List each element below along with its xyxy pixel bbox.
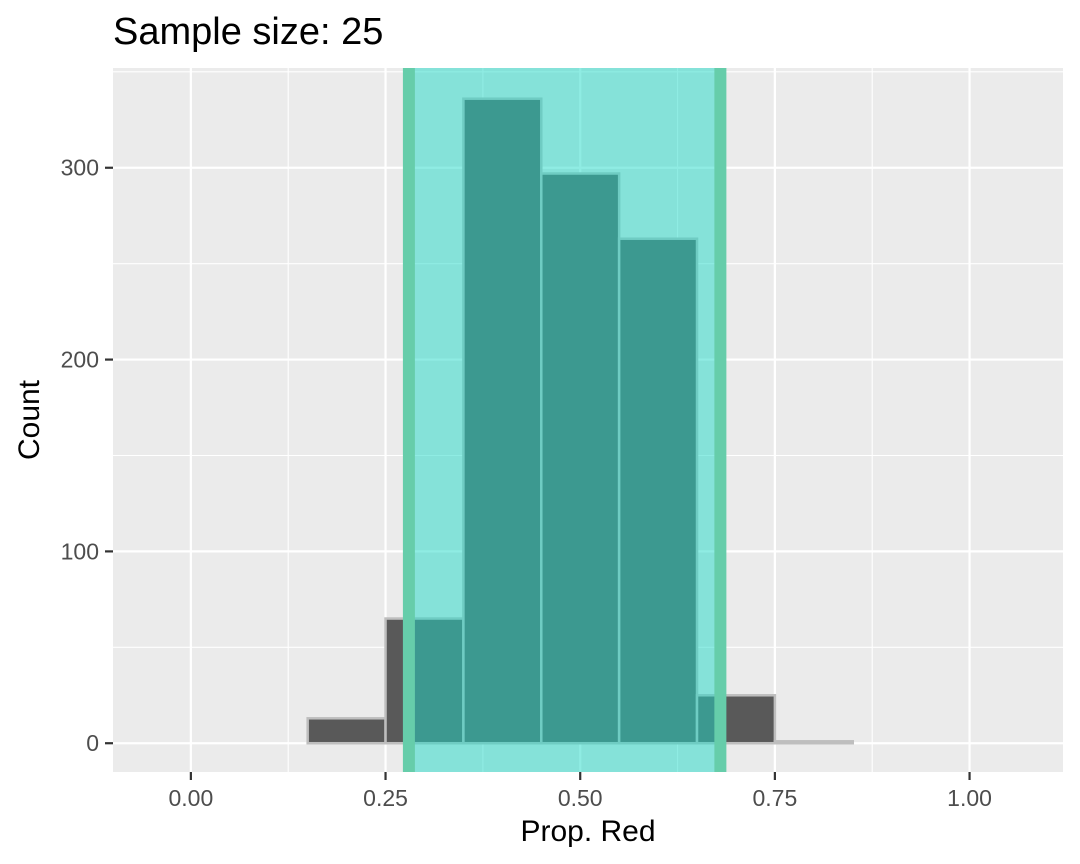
y-tick-label: 200 [61, 347, 99, 373]
x-tick-label: 0.25 [363, 785, 408, 811]
x-axis: 0.00 0.25 0.50 0.75 1.00 [168, 772, 992, 811]
y-tick-label: 300 [61, 155, 99, 181]
interval-shade [408, 68, 721, 772]
confidence-interval [402, 68, 727, 772]
x-tick-label: 0.50 [558, 785, 603, 811]
histogram-bar [306, 717, 387, 745]
histogram-bar [773, 740, 855, 745]
x-tick-label: 1.00 [947, 785, 992, 811]
chart-title: Sample size: 25 [113, 11, 383, 53]
x-tick-label: 0.00 [168, 785, 213, 811]
x-axis-title: Prop. Red [520, 815, 655, 848]
y-tick-label: 0 [86, 730, 99, 756]
x-tick-label: 0.75 [753, 785, 798, 811]
y-axis: 0 100 200 300 [61, 155, 113, 756]
y-axis-title: Count [13, 379, 46, 460]
y-tick-label: 100 [61, 538, 99, 564]
